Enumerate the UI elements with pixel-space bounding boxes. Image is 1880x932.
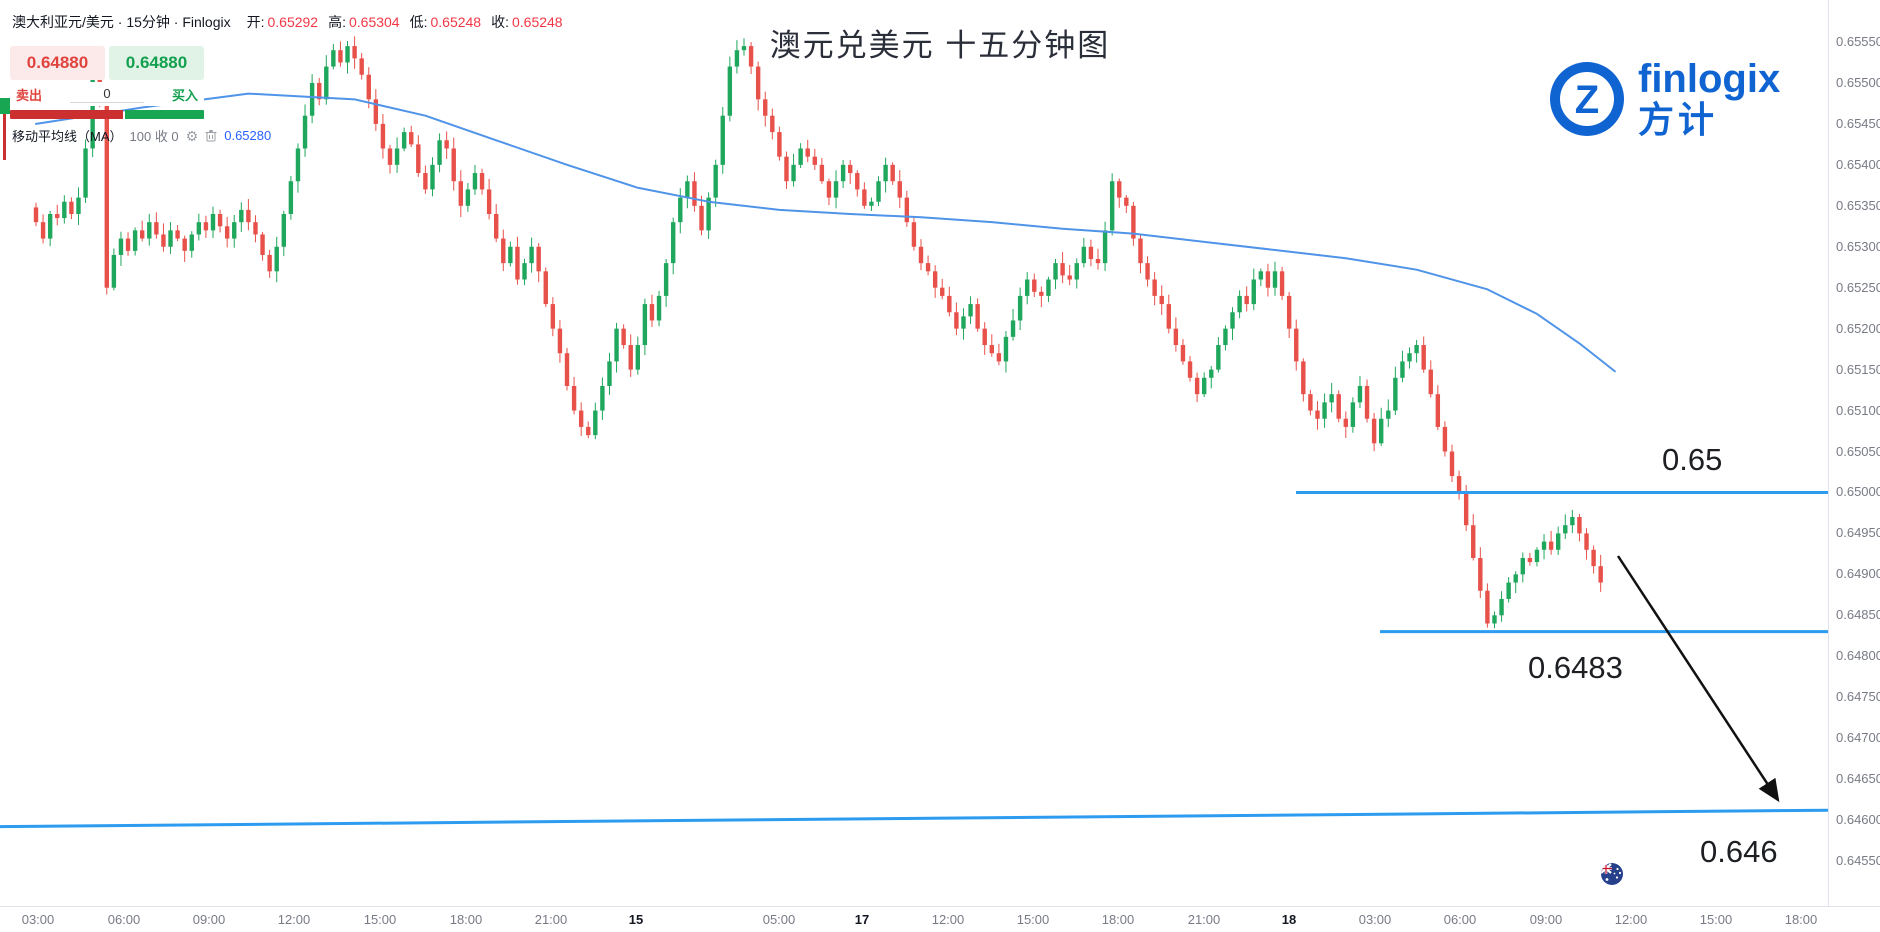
- level-label[interactable]: 0.646: [1700, 834, 1778, 869]
- logo-brand-en: finlogix: [1638, 57, 1781, 101]
- chart-legend: 澳大利亚元/美元 · 15分钟 · Finlogix 开: 0.65292 高: 0.6…: [12, 12, 563, 32]
- time-axis-label: 06:00: [1443, 912, 1477, 927]
- order-widget: 0.64880 0.64880 卖出 买入: [10, 46, 204, 119]
- time-axis-label: 18: [1281, 912, 1297, 927]
- price-axis-label: 0.65200: [1836, 320, 1880, 336]
- ohlc-close-value: 0.65248: [511, 14, 563, 30]
- short-strip-segment: [3, 114, 6, 160]
- time-axis-label: 18:00: [449, 912, 483, 927]
- level-line[interactable]: [0, 808, 1829, 829]
- logo-brand-cn: 方计: [1638, 99, 1719, 140]
- sell-price-button[interactable]: 0.64880: [10, 46, 105, 80]
- svg-text:Z: Z: [1575, 78, 1599, 122]
- time-axis-label: 05:00: [762, 912, 796, 927]
- indicator-name: 移动平均线（MA）: [12, 129, 123, 144]
- price-axis-label: 0.65100: [1836, 402, 1880, 418]
- time-axis-label: 03:00: [21, 912, 55, 927]
- level-label[interactable]: 0.6483: [1528, 650, 1623, 685]
- price-axis-label: 0.64600: [1836, 812, 1880, 828]
- time-axis-label: 17: [854, 912, 870, 927]
- symbol-info[interactable]: 澳大利亚元/美元 · 15分钟 · Finlogix: [12, 14, 231, 30]
- time-axis-label: 09:00: [192, 912, 226, 927]
- price-axis-label: 0.64550: [1836, 853, 1880, 868]
- price-axis-label: 0.64950: [1836, 525, 1880, 541]
- price-axis-label: 0.65000: [1836, 484, 1880, 500]
- time-axis-label: 15:00: [1699, 912, 1733, 927]
- level-label[interactable]: 0.65: [1662, 442, 1722, 477]
- price-axis-label: 0.65400: [1836, 156, 1880, 172]
- price-axis-label: 0.65350: [1836, 197, 1880, 213]
- indicator-params: 100 收 0: [129, 129, 179, 144]
- position-ratio-strip: [0, 98, 10, 160]
- price-axis-label: 0.65450: [1836, 115, 1880, 131]
- ohlc-close-label: 收:: [491, 14, 509, 30]
- ohlc-open-label: 开:: [246, 14, 265, 30]
- price-axis-label: 0.65050: [1836, 443, 1880, 459]
- time-axis-label: 15: [628, 912, 644, 927]
- long-strip-segment: [0, 98, 10, 114]
- time-axis-label: 21:00: [1187, 912, 1221, 927]
- time-axis-label: 21:00: [534, 912, 568, 927]
- ohlc-high-label: 高:: [328, 14, 346, 30]
- time-axis-label: 12:00: [931, 912, 965, 927]
- price-axis-label: 0.64850: [1836, 607, 1880, 623]
- candles: [33, 36, 1603, 629]
- time-axis-label: 18:00: [1784, 912, 1818, 927]
- price-axis-label: 0.64650: [1836, 771, 1880, 787]
- ohlc-low-label: 低:: [409, 14, 428, 30]
- price-axis-label: 0.65550: [1836, 34, 1880, 49]
- ohlc-open-value: 0.65292: [267, 14, 319, 30]
- time-axis-label: 12:00: [1614, 912, 1648, 927]
- sell-label: 卖出: [16, 87, 43, 103]
- price-axis-label: 0.65300: [1836, 238, 1880, 254]
- quantity-input[interactable]: [70, 85, 144, 103]
- time-axis-label: 12:00: [277, 912, 311, 927]
- time-axis-label: 15:00: [1016, 912, 1050, 927]
- price-axis-label: 0.65250: [1836, 279, 1880, 295]
- time-axis-label: 03:00: [1358, 912, 1392, 927]
- australia-flag-icon: [1601, 863, 1623, 885]
- price-axis-label: 0.65150: [1836, 361, 1880, 377]
- time-axis-label: 15:00: [363, 912, 397, 927]
- ohlc-high-value: 0.65304: [348, 14, 400, 30]
- trend-arrow[interactable]: [1616, 555, 1780, 803]
- sell-ratio-segment: [10, 110, 123, 119]
- price-axis-label: 0.65500: [1836, 74, 1880, 90]
- settings-gear-icon[interactable]: ⚙: [185, 127, 199, 144]
- buy-ratio-segment: [124, 110, 204, 119]
- ma-line[interactable]: [35, 92, 1616, 373]
- finlogix-logo: Z finlogix 方计: [1548, 58, 1780, 140]
- time-axis-label: 09:00: [1529, 912, 1563, 927]
- delete-trash-icon[interactable]: [205, 129, 217, 142]
- price-axis-label: 0.64900: [1836, 566, 1880, 582]
- sentiment-ratio-bar: [10, 110, 204, 119]
- indicator-row[interactable]: 移动平均线（MA） 100 收 0 ⚙ 0.65280: [12, 126, 271, 145]
- buy-label: 买入: [171, 87, 198, 103]
- indicator-value: 0.65280: [224, 128, 272, 143]
- logo-monogram-icon: Z: [1550, 61, 1624, 136]
- price-axis-label: 0.64750: [1836, 689, 1880, 705]
- buy-price-button[interactable]: 0.64880: [109, 46, 204, 80]
- time-axis[interactable]: 03:00 06:00 09:00 12:00 15:00 18:00 21:00 15 05:…: [0, 906, 1880, 932]
- time-axis-label: 06:00: [107, 912, 141, 927]
- price-axis[interactable]: 0.65550 0.65500 0.65450 0.65400 0.65350 0.653…: [1828, 0, 1880, 906]
- price-axis-label: 0.64800: [1836, 648, 1880, 664]
- price-axis-label: 0.64700: [1836, 730, 1880, 746]
- time-axis-label: 18:00: [1101, 912, 1135, 927]
- ohlc-low-value: 0.65248: [430, 14, 482, 30]
